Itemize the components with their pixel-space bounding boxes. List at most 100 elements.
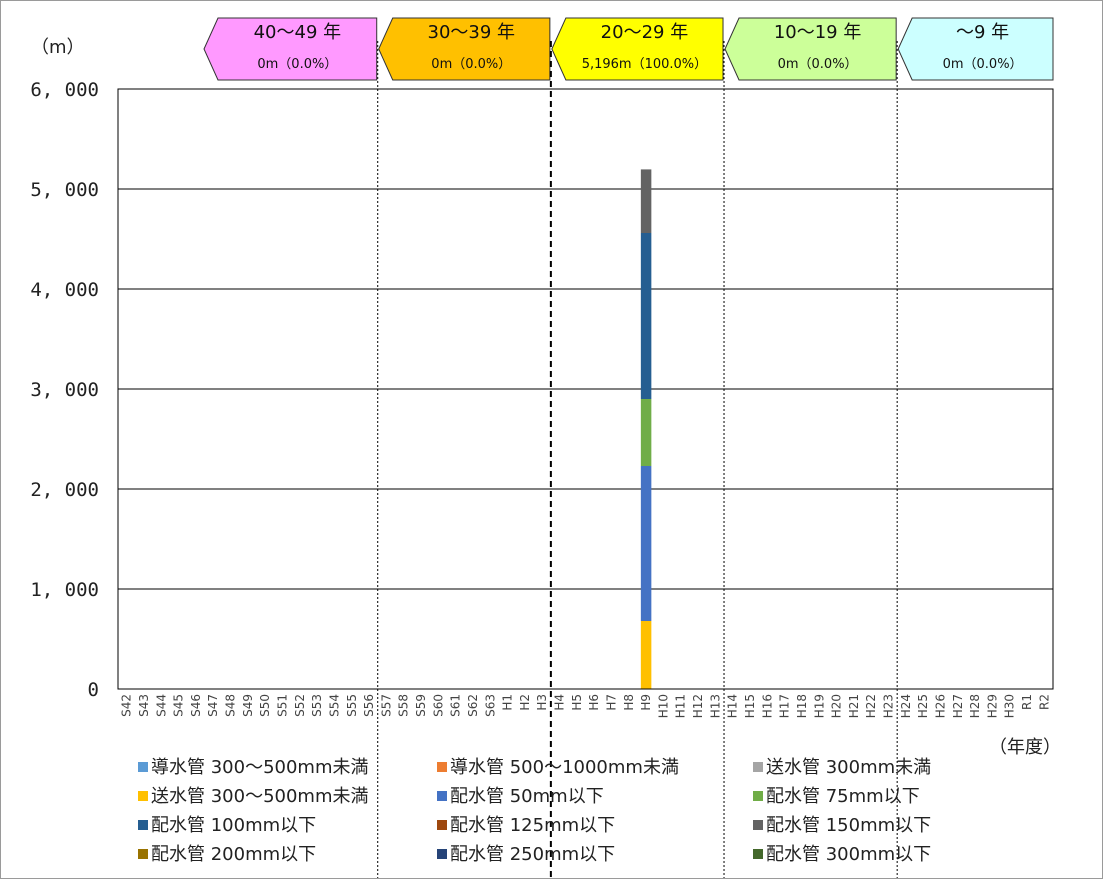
legend-swatch [437, 791, 447, 801]
age-band-label: 30～39 年 [428, 22, 516, 43]
x-tick-label: H27 [951, 694, 965, 718]
x-tick-label: H24 [899, 694, 913, 718]
x-tick-label: H14 [726, 694, 740, 718]
legend-swatch [138, 791, 148, 801]
x-tick-label: H23 [882, 694, 896, 718]
legend-swatch [753, 762, 763, 772]
x-tick-label: S63 [483, 694, 497, 717]
x-tick-label: S47 [206, 694, 220, 717]
age-band-label: ～9 年 [956, 22, 1009, 43]
bar-segment [640, 399, 652, 466]
age-band-shape [724, 17, 897, 81]
legend-swatch [437, 849, 447, 859]
x-tick-label: S58 [397, 694, 411, 717]
legend-swatch [753, 849, 763, 859]
y-tick-label: 4, 000 [30, 279, 99, 301]
y-axis-ticks: 0 1, 000 2, 000 3, 000 4, 000 5, 000 6, 000 [30, 79, 99, 701]
x-tick-label: H8 [622, 694, 636, 711]
x-tick-label: S56 [362, 694, 376, 717]
x-tick-label: H18 [795, 694, 809, 718]
age-band-value: 5,196m（100.0%） [582, 57, 707, 72]
age-band-shape [897, 17, 1054, 81]
x-tick-label: S60 [431, 694, 445, 717]
legend-swatch [753, 820, 763, 830]
x-tick-label: S55 [345, 694, 359, 717]
x-tick-label: S52 [293, 694, 307, 717]
x-tick-label: H22 [864, 694, 878, 718]
bar-segment [640, 169, 652, 233]
legend-swatch [437, 762, 447, 772]
x-tick-label: H17 [778, 694, 792, 718]
y-tick-label: 2, 000 [30, 479, 99, 501]
x-tick-label: R1 [1020, 694, 1034, 710]
legend-swatch [753, 791, 763, 801]
legend-label: 配水管 150mm以下 [766, 815, 931, 836]
x-tick-label: H13 [708, 694, 722, 718]
legend-label: 配水管 100mm以下 [151, 815, 316, 836]
legend-label: 送水管 300mm未満 [766, 757, 931, 778]
legend-label: 配水管 200mm以下 [151, 844, 316, 865]
x-axis-unit: （年度） [989, 737, 1061, 758]
x-tick-label: S62 [466, 694, 480, 717]
x-tick-label: H30 [1003, 694, 1017, 718]
x-tick-label: H6 [587, 694, 601, 711]
age-band-value: 0m（0.0%） [943, 57, 1023, 72]
x-tick-label: H26 [933, 694, 947, 718]
x-tick-label: H15 [743, 694, 757, 718]
bar-segment [640, 233, 652, 399]
x-tick-label: S44 [154, 694, 168, 717]
y-tick-label: 0 [88, 679, 99, 701]
legend-swatch [138, 820, 148, 830]
age-band-shape [551, 17, 724, 81]
x-tick-label: S42 [120, 694, 134, 717]
x-tick-label: R2 [1037, 694, 1051, 710]
y-tick-label: 5, 000 [30, 179, 99, 201]
x-tick-label: H10 [656, 694, 670, 718]
x-tick-label: H20 [830, 694, 844, 718]
plot-border [117, 88, 1054, 690]
age-boundaries [377, 41, 898, 878]
x-tick-label: S50 [258, 694, 272, 717]
x-tick-label: H29 [985, 694, 999, 718]
age-band-value: 0m（0.0%） [778, 57, 858, 72]
x-tick-label: H21 [847, 694, 861, 718]
legend-label: 配水管 75mm以下 [766, 786, 920, 807]
x-axis-ticks: S42 S43 S44 S45 S46 S47 S48 S49 S50 S51 S52 S53 S54 S… [120, 694, 1052, 718]
x-tick-label: S45 [172, 694, 186, 717]
x-tick-label: H1 [501, 694, 515, 711]
x-tick-label: H16 [760, 694, 774, 718]
x-tick-label: H28 [968, 694, 982, 718]
age-band-shape [378, 17, 551, 81]
legend: 導水管 300～500mm未満 導水管 500～1000mm未満 送水管 300mm… [138, 757, 931, 865]
legend-label: 導水管 300～500mm未満 [151, 757, 369, 778]
x-tick-label: S51 [275, 694, 289, 717]
x-tick-label: S54 [327, 694, 341, 717]
age-band-label: 10～19 年 [774, 22, 862, 43]
x-tick-label: H7 [604, 694, 618, 711]
legend-label: 導水管 500～1000mm未満 [450, 757, 679, 778]
gridlines [118, 88, 1053, 590]
x-tick-label: H4 [553, 694, 567, 711]
legend-swatch [437, 820, 447, 830]
legend-label: 送水管 300～500mm未満 [151, 786, 369, 807]
bar-segment [640, 621, 652, 689]
legend-label: 配水管 250mm以下 [450, 844, 615, 865]
x-tick-label: H3 [535, 694, 549, 711]
legend-label: 配水管 50mm以下 [450, 786, 604, 807]
x-tick-label: S57 [379, 694, 393, 717]
x-tick-label: H9 [639, 694, 653, 711]
age-bands: 40～49 年 0m（0.0%） 30～39 年 0m（0.0%） 20～29 年 5,1… [203, 17, 1054, 81]
x-tick-label: S49 [241, 694, 255, 717]
x-tick-label: H12 [691, 694, 705, 718]
x-tick-label: S53 [310, 694, 324, 717]
x-tick-label: S61 [449, 694, 463, 717]
y-tick-label: 1, 000 [30, 579, 99, 601]
bar-segment [640, 466, 652, 621]
y-tick-label: 3, 000 [30, 379, 99, 401]
legend-swatch [138, 762, 148, 772]
age-band-value: 0m（0.0%） [431, 57, 511, 72]
x-tick-label: H25 [916, 694, 930, 718]
y-tick-label: 6, 000 [30, 79, 99, 101]
